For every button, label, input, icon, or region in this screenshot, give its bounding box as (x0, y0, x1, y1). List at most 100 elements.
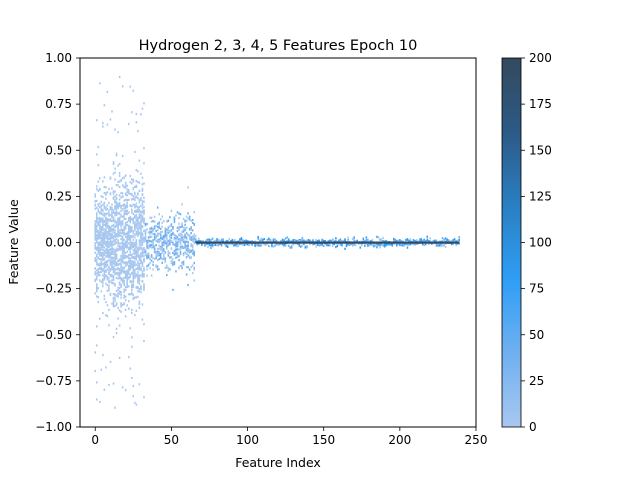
heatmap-cell (97, 203, 100, 206)
heatmap-cell (129, 241, 132, 244)
heatmap-cell (150, 216, 153, 219)
heatmap-cell (115, 208, 118, 211)
heatmap-cell (103, 234, 106, 237)
heatmap-cell (143, 246, 145, 250)
heatmap-cell (172, 288, 174, 291)
heatmap-cell (181, 246, 183, 250)
heatmap-cell (94, 227, 96, 230)
heatmap-cell (105, 264, 107, 267)
heatmap-cell (123, 203, 125, 206)
heatmap-cell (114, 214, 116, 217)
heatmap-cell (239, 238, 241, 241)
heatmap-cell (112, 211, 115, 214)
heatmap-cell (111, 251, 113, 255)
heatmap-cell (120, 206, 122, 210)
heatmap-cell (135, 240, 138, 243)
heatmap-cell (141, 192, 144, 196)
heatmap-cell (170, 236, 173, 240)
heatmap-cell (99, 226, 101, 230)
heatmap-cell (106, 250, 109, 254)
heatmap-cell (143, 162, 145, 165)
heatmap-cell (95, 119, 98, 122)
heatmap-cell (94, 251, 96, 254)
heatmap-cell (169, 241, 171, 244)
heatmap-cell (124, 295, 127, 298)
heatmap-cell (121, 177, 124, 180)
heatmap-cell (339, 238, 342, 241)
heatmap-cell (166, 264, 168, 267)
heatmap-cell (131, 345, 133, 348)
heatmap-cell (153, 248, 156, 251)
heatmap-cell (335, 240, 337, 243)
heatmap-cell (184, 223, 186, 226)
heatmap-cell (158, 267, 160, 271)
heatmap-cell (115, 206, 118, 209)
heatmap-cell (131, 376, 133, 380)
heatmap-cell (138, 198, 141, 201)
heatmap-cell (95, 283, 98, 286)
heatmap-cell (103, 201, 106, 204)
heatmap-cell (126, 188, 128, 191)
heatmap-cell (115, 184, 118, 187)
heatmap-cell (108, 383, 110, 387)
heatmap-cell (131, 246, 133, 249)
heatmap-cell (368, 240, 371, 243)
heatmap-cell (161, 225, 164, 228)
heatmap-cell (115, 238, 118, 241)
heatmap-cell (99, 279, 101, 282)
heatmap-cell (164, 266, 167, 269)
heatmap-cell (263, 243, 266, 246)
heatmap-cell (155, 251, 157, 255)
heatmap-cell (257, 235, 259, 239)
heatmap-cell (105, 219, 107, 222)
heatmap-cell (156, 250, 159, 253)
heatmap-cells (94, 75, 461, 409)
heatmap-cell (106, 304, 109, 307)
heatmap-cell (138, 221, 141, 224)
heatmap-cell (124, 261, 127, 264)
heatmap-cell (179, 234, 182, 237)
heatmap-cell (121, 257, 124, 260)
heatmap-cell (112, 162, 115, 166)
heatmap-cell (126, 184, 128, 187)
heatmap-cell (281, 243, 284, 246)
heatmap-cell (207, 242, 209, 245)
heatmap-cell (108, 212, 110, 215)
heatmap-cell (111, 246, 113, 249)
heatmap-cell (178, 254, 180, 258)
heatmap-cell (137, 233, 139, 236)
heatmap-cell (129, 85, 132, 88)
heatmap-cell (95, 188, 98, 191)
heatmap-cell (135, 255, 138, 258)
heatmap-cell (190, 226, 192, 229)
heatmap-cell (228, 237, 231, 240)
heatmap-cell (137, 270, 139, 274)
heatmap-cell (143, 200, 145, 203)
heatmap-cell (161, 221, 164, 224)
heatmap-cell (141, 241, 144, 244)
heatmap-cell (271, 243, 273, 246)
heatmap-cell (134, 269, 136, 272)
heatmap-cell (121, 220, 124, 223)
heatmap-cell (115, 263, 118, 266)
heatmap-cell (106, 238, 109, 242)
heatmap-cell (102, 210, 104, 213)
heatmap-cell (169, 268, 171, 271)
heatmap-cell (124, 186, 127, 189)
heatmap-cell (100, 248, 103, 251)
heatmap-cell (129, 367, 132, 370)
heatmap-cell (184, 251, 186, 254)
heatmap-cell (94, 279, 96, 282)
heatmap-cell (143, 323, 145, 326)
heatmap-cell (304, 246, 307, 249)
heatmap-cell (102, 248, 104, 252)
heatmap-cell (118, 218, 121, 221)
heatmap-cell (123, 229, 125, 232)
heatmap-cell (254, 243, 256, 246)
heatmap-cell (156, 268, 159, 271)
heatmap-cell (124, 212, 127, 216)
heatmap-cell (161, 249, 164, 252)
heatmap-cell (123, 232, 125, 235)
heatmap-cell (298, 242, 301, 245)
heatmap-cell (185, 273, 188, 276)
